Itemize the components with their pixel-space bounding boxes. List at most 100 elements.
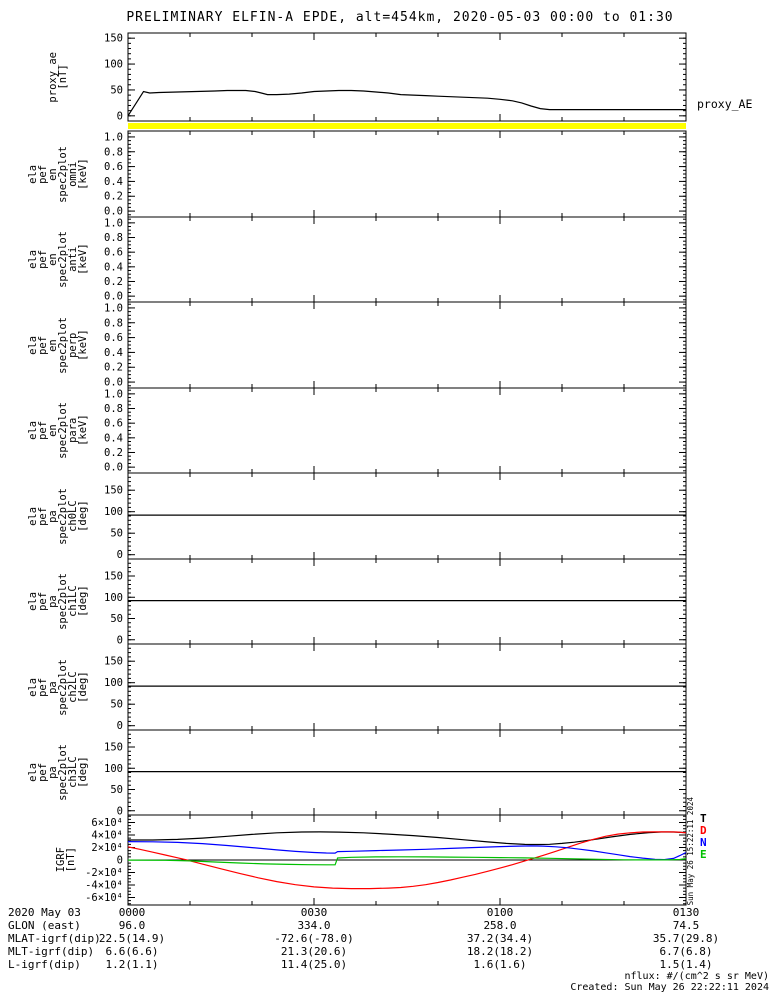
- footer-notes: nflux: #/(cm^2 s sr MeV) Created: Sun Ma…: [570, 971, 769, 993]
- ytick-label: 150: [104, 656, 123, 668]
- spectrogram-saturated-bar: [128, 123, 686, 129]
- bottom-col-0000: 0000 96.0 22.5(14.9) 6.6(6.6) 1.2(1.1): [57, 906, 207, 971]
- legend-item-E: E: [700, 848, 707, 861]
- ytick-label: 0.6: [104, 247, 123, 259]
- ytick-label: 0: [117, 855, 123, 867]
- ytick-label: 0.2: [104, 191, 123, 203]
- ytick-label: 0.2: [104, 447, 123, 459]
- mlat-value: 37.2(34.4): [466, 932, 534, 945]
- bottom-row-label-date: 2020 May 03: [8, 906, 81, 919]
- ytick-label: 1.0: [104, 131, 123, 143]
- ytick-label: 0.2: [104, 362, 123, 374]
- ytick-label: 0.0: [104, 462, 123, 474]
- ytick-label: 150: [104, 742, 123, 754]
- bottom-row-label-mlat: MLAT-igrf(dip): [8, 932, 101, 945]
- mlt-value: 6.6(6.6): [105, 945, 159, 958]
- ytick-label: 100: [104, 592, 123, 604]
- ytick-label: 0.0: [104, 206, 123, 218]
- ytick-label: 0.6: [104, 418, 123, 430]
- created-timestamp: Created: Sun May 26 22:22:11 2024: [570, 982, 769, 993]
- panel-pa_ch1LC: 0 50 100 150: [104, 558, 687, 646]
- flux-units-note: nflux: #/(cm^2 s sr MeV): [624, 971, 770, 982]
- panel-en_perp: 1.0 0.8 0.6 0.4 0.2 0.0: [104, 301, 687, 389]
- ytick-label: -2×10⁴: [85, 867, 123, 879]
- legend-item-N: N: [700, 836, 707, 849]
- panel-pa_ch3LC: 0 50 100 150: [104, 729, 687, 817]
- ytick-label: 50: [110, 784, 123, 796]
- bottom-row-label-glon: GLON (east): [8, 919, 81, 932]
- ytick-label: 0: [117, 805, 123, 817]
- tick-time: 0030: [300, 906, 328, 919]
- ytick-label: 0.2: [104, 276, 123, 288]
- ytick-label: 6×10⁴: [91, 817, 123, 829]
- ytick-label: 0.0: [104, 291, 123, 303]
- ytick-label: 0.4: [104, 261, 123, 273]
- ytick-label: 1.0: [104, 388, 123, 400]
- ytick-label: 0.6: [104, 332, 123, 344]
- bottom-col-0030: 0030 334.0 -72.6(-78.0) 21.3(20.6) 11.4(…: [239, 906, 389, 971]
- ytick-label: 100: [104, 59, 123, 71]
- l-value: 1.6(1.6): [473, 958, 527, 971]
- mlt-value: 18.2(18.2): [466, 945, 534, 958]
- bottom-col-0100: 0100 258.0 37.2(34.4) 18.2(18.2) 1.6(1.6…: [425, 906, 575, 971]
- panel-pa_ch0LC: 0 50 100 150: [104, 472, 687, 561]
- legend-item-T: T: [700, 812, 707, 825]
- tick-time: 0100: [486, 906, 514, 919]
- ytick-label: 150: [104, 571, 123, 583]
- tick-time: 0000: [118, 906, 146, 919]
- tick-time: 0130: [672, 906, 700, 919]
- panel-en_anti: 1.0 0.8 0.6 0.4 0.2 0.0: [104, 216, 687, 303]
- ytick-label: 50: [110, 528, 123, 540]
- ytick-label: 1.0: [104, 217, 123, 229]
- ytick-label: 50: [110, 613, 123, 625]
- mlat-value: 22.5(14.9): [98, 932, 166, 945]
- ytick-label: 150: [104, 485, 123, 497]
- ytick-label: 0.4: [104, 176, 123, 188]
- ytick-label: 100: [104, 677, 123, 689]
- l-value: 1.2(1.1): [105, 958, 159, 971]
- series-E: [127, 856, 687, 866]
- render-timestamp-vertical: Sun May 26 15:22:11 2024: [686, 796, 695, 905]
- ytick-label: 0: [117, 549, 123, 561]
- series-N: [127, 840, 687, 861]
- ytick-label: 0.4: [104, 347, 123, 359]
- ytick-label: 100: [104, 763, 123, 775]
- ytick-label: -4×10⁴: [85, 880, 123, 892]
- panel-proxy_ae: 0 50 100 150: [104, 32, 687, 122]
- mlat-value: 35.7(29.8): [652, 932, 720, 945]
- ytick-label: 1.0: [104, 302, 123, 314]
- ytick-label: 2×10⁴: [91, 842, 123, 854]
- series-D: [127, 831, 687, 890]
- ytick-label: 50: [110, 699, 123, 711]
- ytick-label: 0.8: [104, 317, 123, 329]
- mlt-value: 6.7(6.8): [659, 945, 713, 958]
- panel-en_omni: 1.0 0.8 0.6 0.4 0.2 0.0: [104, 130, 687, 218]
- ytick-label: 0: [117, 110, 123, 122]
- proxy-ae-series-label: proxy_AE: [697, 97, 753, 111]
- ytick-label: 0: [117, 634, 123, 646]
- series-proxy_AE: [127, 89, 686, 117]
- ytick-label: 0.6: [104, 161, 123, 173]
- panel-pa_ch2LC: 0 50 100 150: [104, 643, 687, 732]
- panel-en_para: 1.0 0.8 0.6 0.4 0.2 0.0: [104, 387, 687, 474]
- mlat-value: -72.6(-78.0): [274, 932, 354, 945]
- glon-value: 258.0: [483, 919, 517, 932]
- bottom-row-label-l: L-igrf(dip): [8, 958, 81, 971]
- plot-title: PRELIMINARY ELFIN-A EPDE, alt=454km, 202…: [126, 10, 674, 25]
- ytick-label: 50: [110, 84, 123, 96]
- ytick-label: 4×10⁴: [91, 830, 123, 842]
- ytick-label: -6×10⁴: [85, 892, 123, 904]
- glon-value: 74.5: [672, 919, 700, 932]
- ytick-label: 100: [104, 506, 123, 518]
- legend-item-D: D: [700, 824, 707, 837]
- ytick-label: 0: [117, 720, 123, 732]
- l-value: 11.4(25.0): [280, 958, 348, 971]
- ytick-label: 0.4: [104, 432, 123, 444]
- series-T: [128, 831, 687, 846]
- l-value: 1.5(1.4): [659, 958, 713, 971]
- glon-value: 96.0: [118, 919, 146, 932]
- mlt-value: 21.3(20.6): [280, 945, 348, 958]
